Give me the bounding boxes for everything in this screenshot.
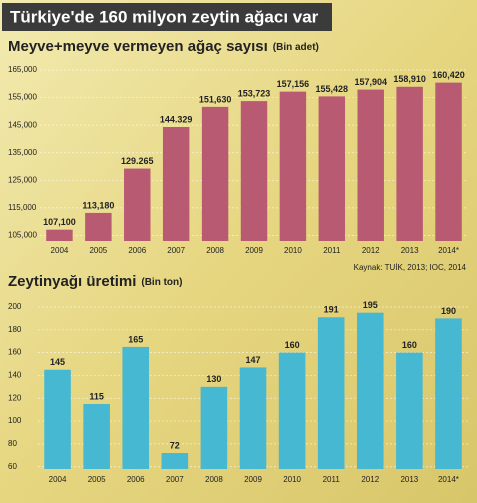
x-tick-label: 2012 [361, 475, 379, 484]
title-box [2, 3, 332, 31]
y-tick-label: 200 [8, 302, 22, 311]
value-label: 113,180 [82, 200, 114, 210]
y-tick-label: 125,000 [8, 175, 37, 184]
y-tick-label: 105,000 [8, 231, 37, 240]
x-tick-label: 2009 [244, 475, 262, 484]
bar [162, 127, 190, 241]
x-tick-label: 2013 [401, 246, 419, 255]
x-tick-label: 2005 [89, 246, 107, 255]
x-tick-label: 2011 [323, 475, 341, 484]
value-label: 72 [170, 440, 180, 450]
bar [435, 318, 462, 469]
value-label: 160 [402, 340, 417, 350]
bar [122, 346, 150, 469]
value-label: 145 [50, 357, 65, 367]
bar [240, 101, 268, 241]
x-tick-label: 2008 [206, 246, 224, 255]
value-label: 157,156 [277, 79, 310, 89]
x-tick-label: 2006 [128, 246, 146, 255]
bar [435, 82, 462, 242]
x-tick-label: 2004 [49, 475, 67, 484]
bar [124, 168, 151, 241]
value-label: 157,904 [354, 77, 387, 87]
page-title: Türkiye'de 160 milyon zeytin ağacı var [10, 7, 319, 26]
bar [317, 317, 345, 469]
value-label: 151,630 [199, 94, 232, 104]
y-tick-label: 120 [8, 393, 22, 402]
x-tick-label: 2014* [438, 475, 459, 484]
bar [161, 453, 189, 469]
value-label: 144.329 [160, 114, 193, 124]
bar [318, 96, 346, 241]
x-tick-label: 2012 [362, 246, 380, 255]
x-tick-label: 2010 [283, 475, 301, 484]
y-tick-label: 145,000 [8, 120, 37, 129]
source: Kaynak: TUİK, 2013; IOC, 2014 [354, 263, 467, 272]
value-label: 147 [245, 355, 260, 365]
x-tick-label: 2007 [167, 246, 185, 255]
bar [44, 369, 71, 469]
value-label: 160 [285, 340, 300, 350]
y-tick-label: 135,000 [8, 148, 37, 157]
x-tick-label: 2010 [284, 246, 302, 255]
value-label: 153,723 [238, 88, 271, 98]
chart-title: Zeytinyağı üretimi (Bin ton) [8, 273, 182, 290]
bar [239, 367, 267, 469]
y-tick-label: 165,000 [8, 65, 37, 74]
y-tick-label: 155,000 [8, 93, 37, 102]
y-tick-label: 140 [8, 371, 22, 380]
value-label: 195 [363, 300, 378, 310]
bar [396, 352, 423, 469]
value-label: 130 [206, 374, 221, 384]
bar [278, 352, 306, 469]
x-tick-label: 2006 [127, 475, 145, 484]
y-tick-label: 180 [8, 325, 22, 334]
bar [85, 212, 112, 241]
x-tick-label: 2013 [400, 475, 418, 484]
bar [83, 403, 110, 469]
chart-subtitle: (Bin ton) [141, 277, 182, 288]
value-label: 160,420 [432, 70, 465, 80]
value-label: 158,910 [393, 74, 426, 84]
value-label: 165 [128, 334, 143, 344]
y-tick-label: 100 [8, 416, 22, 425]
bar [279, 91, 307, 242]
chart-title-main: Zeytinyağı üretimi [8, 273, 136, 290]
value-label: 155,428 [316, 84, 349, 94]
value-label: 107,100 [43, 217, 76, 227]
x-tick-label: 2005 [88, 475, 106, 484]
x-tick-label: 2008 [205, 475, 223, 484]
x-tick-label: 2007 [166, 475, 184, 484]
x-tick-label: 2014* [438, 246, 459, 255]
bar [201, 106, 229, 241]
value-label: 115 [89, 391, 104, 401]
value-label: 191 [324, 305, 339, 315]
chart-title: Meyve+meyve vermeyen ağaç sayısı (Bin ade… [8, 38, 319, 55]
bar [200, 386, 228, 469]
bar [357, 89, 384, 241]
y-tick-label: 60 [8, 462, 17, 471]
bar [356, 312, 384, 469]
y-tick-label: 80 [8, 439, 17, 448]
y-tick-label: 115,000 [8, 203, 37, 212]
bar [396, 86, 423, 241]
y-tick-label: 160 [8, 348, 22, 357]
chart-subtitle: (Bin adet) [273, 42, 319, 53]
value-label: 190 [441, 306, 456, 316]
value-label: 129.265 [121, 156, 154, 166]
x-tick-label: 2011 [323, 246, 341, 255]
x-tick-label: 2004 [51, 246, 69, 255]
x-tick-label: 2009 [245, 246, 263, 255]
bar [46, 229, 73, 241]
chart-title-main: Meyve+meyve vermeyen ağaç sayısı [8, 38, 268, 55]
